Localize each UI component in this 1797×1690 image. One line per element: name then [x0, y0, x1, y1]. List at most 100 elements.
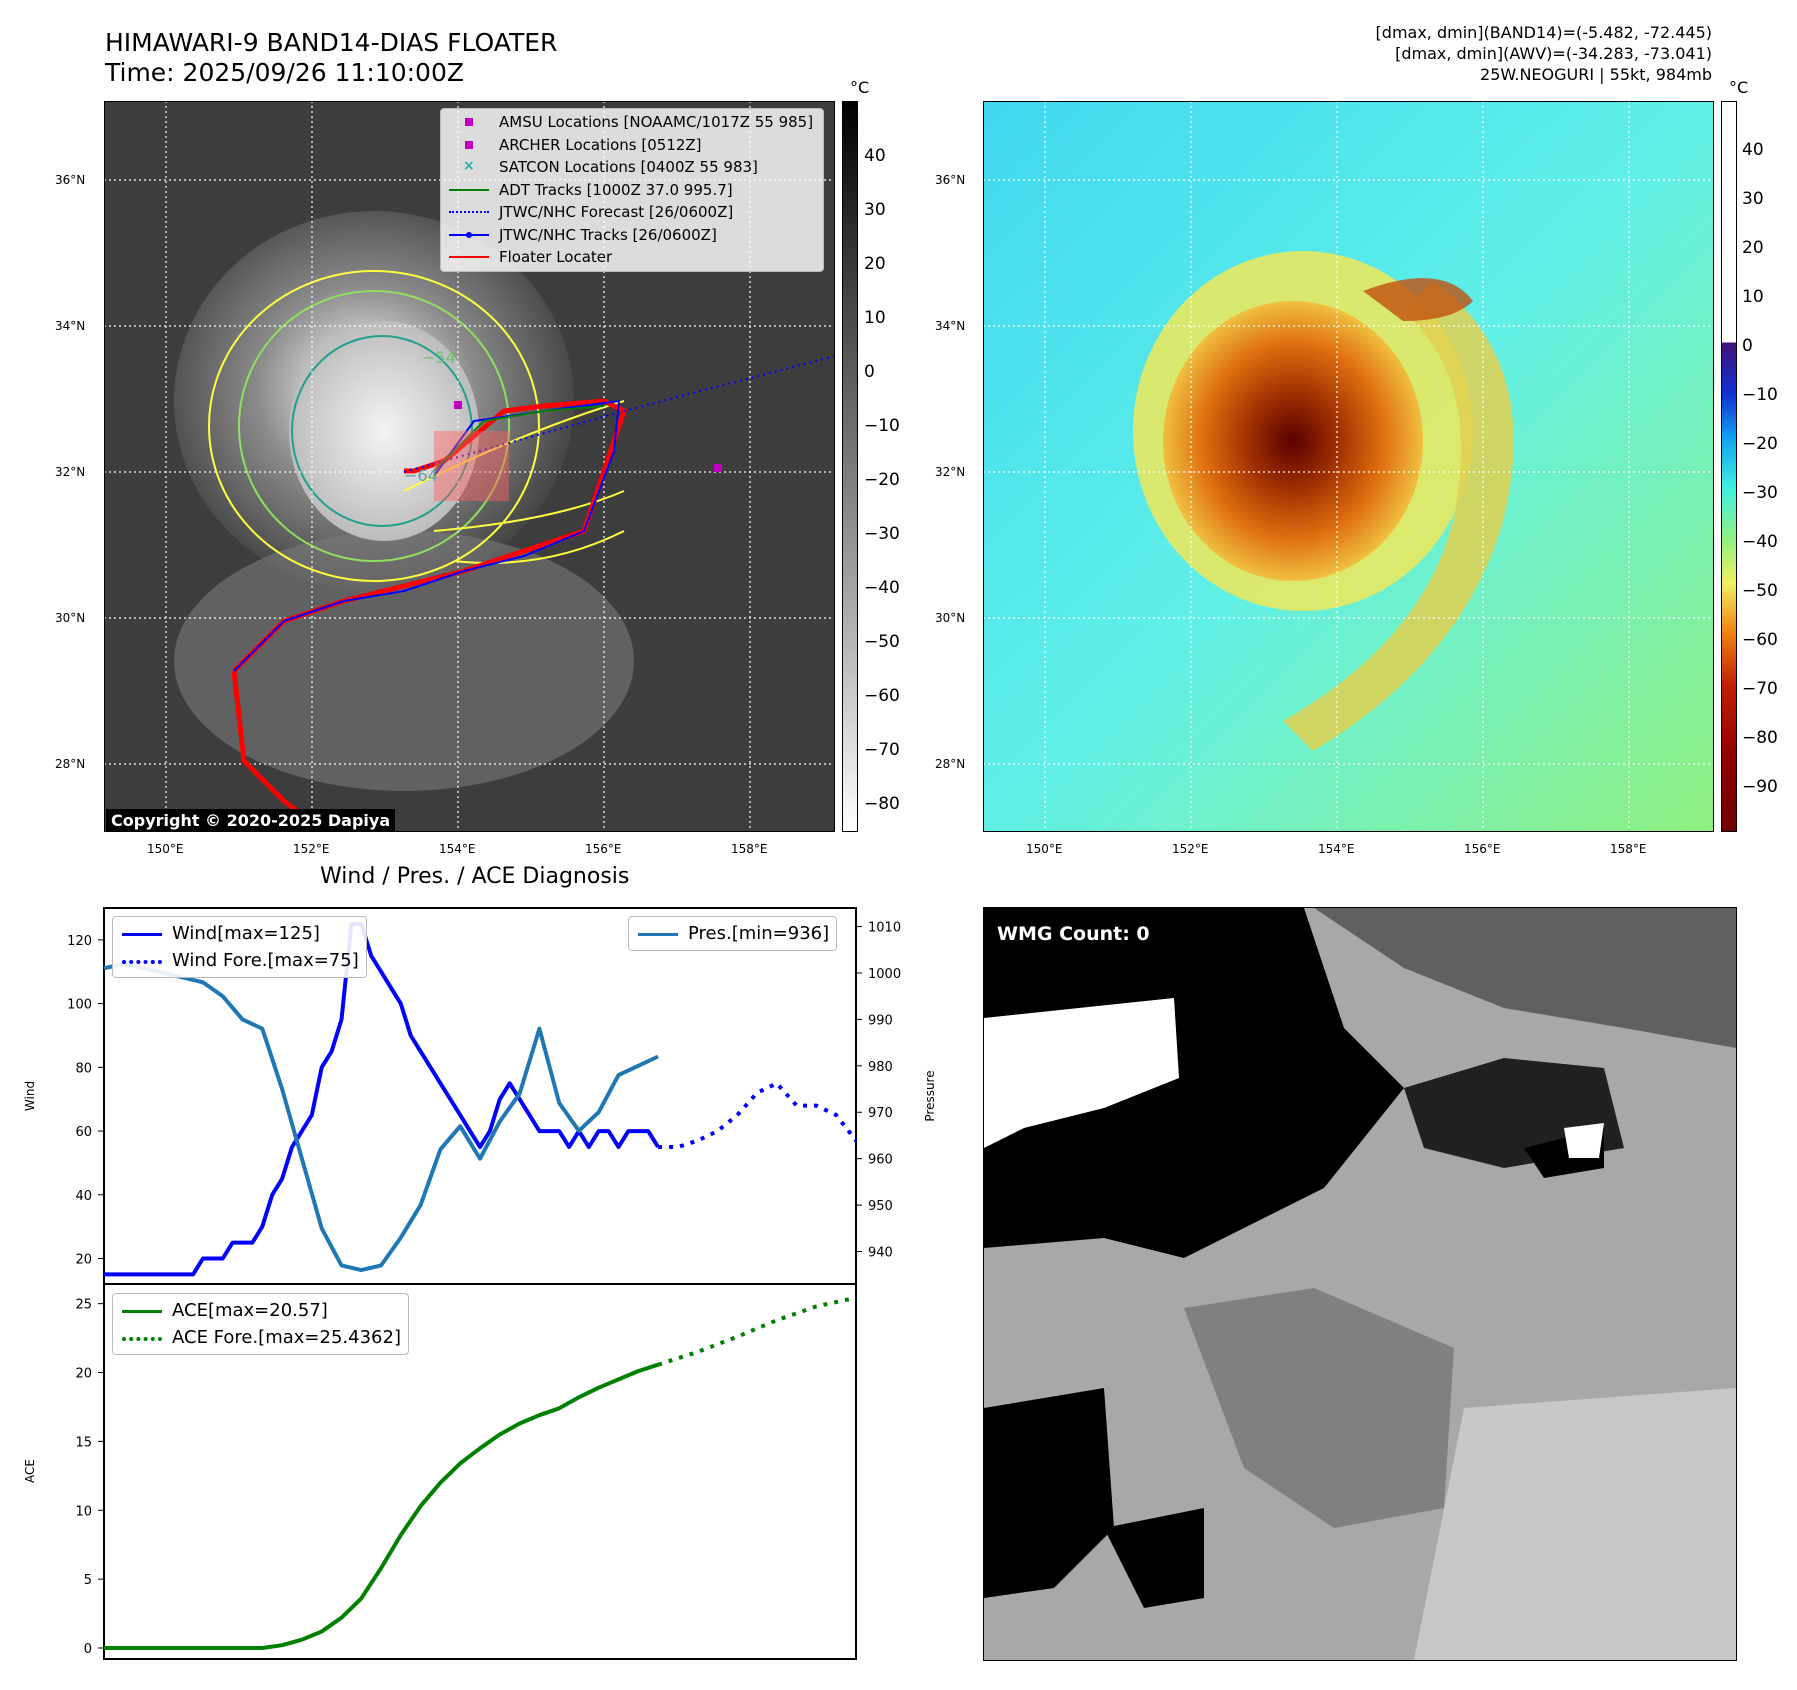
- contour-teal: [291, 335, 473, 527]
- wmg-count-badge: WMG Count: 0: [990, 921, 1157, 947]
- figure-title: HIMAWARI-9 BAND14-DIAS FLOATER Time: 202…: [105, 28, 557, 88]
- lon-label: 158°E: [731, 842, 768, 856]
- solid-line-icon: [447, 183, 491, 197]
- y-tick-label: 5: [84, 1573, 92, 1588]
- series-line-2: [657, 1295, 857, 1367]
- solid-line-icon: [447, 250, 491, 264]
- legend-item-jtwc-forecast: JTWC/NHC Forecast [26/0600Z]: [447, 201, 817, 224]
- dotted-line-icon: [120, 954, 164, 968]
- legend-item-floater: Floater Locater: [447, 246, 817, 269]
- colorbar-tick: 40: [1742, 140, 1764, 160]
- ace-chart: 0 5 10 15 20 25 ACE: [23, 1283, 857, 1660]
- colorbar-tick: −70: [1742, 679, 1778, 699]
- colorbar-tick: −50: [864, 632, 900, 652]
- satellite-title: HIMAWARI-9 BAND14-DIAS FLOATER: [105, 28, 558, 57]
- y-tick-label: 10: [75, 1504, 92, 1519]
- wmg-image-svg: [984, 908, 1736, 1660]
- plot-frame: [103, 1283, 857, 1660]
- legend-item-satcon: × SATCON Locations [0400Z 55 983]: [447, 156, 817, 179]
- y-tick-label: 120: [67, 934, 92, 949]
- colorbar-tick: 20: [864, 254, 886, 274]
- colorbar-tick: −80: [1742, 728, 1778, 748]
- archer-marker: [714, 464, 722, 472]
- y-right-tick-label: 960: [868, 1153, 893, 1168]
- lon-label: 154°E: [1318, 842, 1355, 856]
- diagnosis-title: Wind / Pres. / ACE Diagnosis: [320, 864, 630, 889]
- ir-colorbar-unit: °C: [850, 78, 870, 97]
- legend-item-amsu: AMSU Locations [NOAAMC/1017Z 55 985]: [447, 111, 817, 134]
- amsu-marker: [454, 401, 462, 409]
- colorbar-tick: 30: [1742, 189, 1764, 209]
- colorbar-tick: 0: [864, 362, 875, 382]
- lon-label: 152°E: [293, 842, 330, 856]
- lat-label: 36°N: [55, 173, 86, 187]
- contour-label-64: −64: [404, 466, 438, 485]
- colorbar-tick: 10: [864, 308, 886, 328]
- awv-map-panel: [983, 101, 1714, 832]
- legend-label: Floater Locater: [499, 248, 613, 266]
- wmg-dark-region: [984, 908, 1404, 1258]
- lat-label: 32°N: [55, 465, 86, 479]
- colorbar-tick: −50: [1742, 581, 1778, 601]
- awv-gridlines: [983, 101, 1714, 832]
- y-right-tick-label: 950: [868, 1199, 893, 1214]
- lon-label: 150°E: [1026, 842, 1063, 856]
- series-line-3: [103, 961, 659, 1273]
- colorbar-tick: −40: [1742, 532, 1778, 552]
- legend-item-wind-forecast: Wind Fore.[max=75]: [120, 947, 359, 974]
- colorbar-tick: 30: [864, 200, 886, 220]
- awv-outer-arm: [1363, 278, 1473, 321]
- y-tick-label: 15: [75, 1435, 92, 1450]
- colorbar-tick: −10: [864, 416, 900, 436]
- legend-item-archer: ARCHER Locations [0512Z]: [447, 134, 817, 157]
- ir-legend: AMSU Locations [NOAAMC/1017Z 55 985] ARC…: [440, 108, 824, 272]
- y-axis-label: Wind: [23, 1081, 37, 1111]
- y-axis-label: ACE: [23, 1459, 37, 1483]
- lat-label: 28°N: [935, 757, 966, 771]
- legend-label: JTWC/NHC Forecast [26/0600Z]: [499, 203, 734, 221]
- ir-map-frame: [104, 101, 835, 832]
- y-right-tick-label: 970: [868, 1106, 893, 1121]
- y-right-tick-label: 980: [868, 1060, 893, 1075]
- colorbar-tick: −10: [1742, 385, 1778, 405]
- awv-colorbar: [1721, 101, 1737, 832]
- series-line-1: [104, 921, 660, 1277]
- colorbar-tick: −20: [864, 470, 900, 490]
- info-block: [dmax, dmin](BAND14)=(-5.482, -72.445) […: [1376, 22, 1712, 85]
- band14-range: [dmax, dmin](BAND14)=(-5.482, -72.445): [1375, 23, 1712, 42]
- ace-legend: ACE[max=20.57] ACE Fore.[max=25.4362]: [112, 1293, 409, 1355]
- colorbar-tick: −90: [1742, 777, 1778, 797]
- adt-track: [433, 405, 605, 472]
- lon-label: 152°E: [1172, 842, 1209, 856]
- legend-item-ace: ACE[max=20.57]: [120, 1297, 401, 1324]
- square-marker-icon: [447, 138, 491, 152]
- contour-green: [238, 290, 510, 562]
- legend-item-adt: ADT Tracks [1000Z 37.0 995.7]: [447, 179, 817, 202]
- lon-label: 154°E: [439, 842, 476, 856]
- legend-label: Pres.[min=936]: [688, 923, 830, 944]
- awv-core: [1163, 301, 1423, 581]
- awv-map-svg: [983, 101, 1714, 832]
- y-right-tick-label: 1010: [868, 921, 901, 936]
- legend-label: ARCHER Locations [0512Z]: [499, 135, 702, 154]
- jtwc-forecast: [403, 355, 836, 473]
- colorbar-tick: −70: [864, 740, 900, 760]
- series-line-2: [658, 1081, 858, 1149]
- legend-label: Wind Fore.[max=75]: [172, 950, 359, 971]
- colorbar-tick: −30: [1742, 483, 1778, 503]
- lat-label: 28°N: [55, 757, 86, 771]
- colorbar-tick: −40: [864, 578, 900, 598]
- colorbar-tick: 40: [864, 146, 886, 166]
- colorbar-tick: −30: [864, 524, 900, 544]
- y-right-tick-label: 1000: [868, 967, 901, 982]
- storm-info: 25W.NEOGURI | 55kt, 984mb: [1480, 65, 1712, 84]
- legend-label: JTWC/NHC Tracks [26/0600Z]: [499, 225, 717, 244]
- colorbar-tick: 20: [1742, 238, 1764, 258]
- y-right-tick-label: 990: [868, 1013, 893, 1028]
- dotted-line-icon: [447, 205, 491, 219]
- lon-label: 156°E: [585, 842, 622, 856]
- solid-line-icon: [120, 927, 164, 941]
- legend-label: ACE[max=20.57]: [172, 1300, 328, 1321]
- archer-box: [434, 431, 509, 501]
- lat-label: 30°N: [55, 611, 86, 625]
